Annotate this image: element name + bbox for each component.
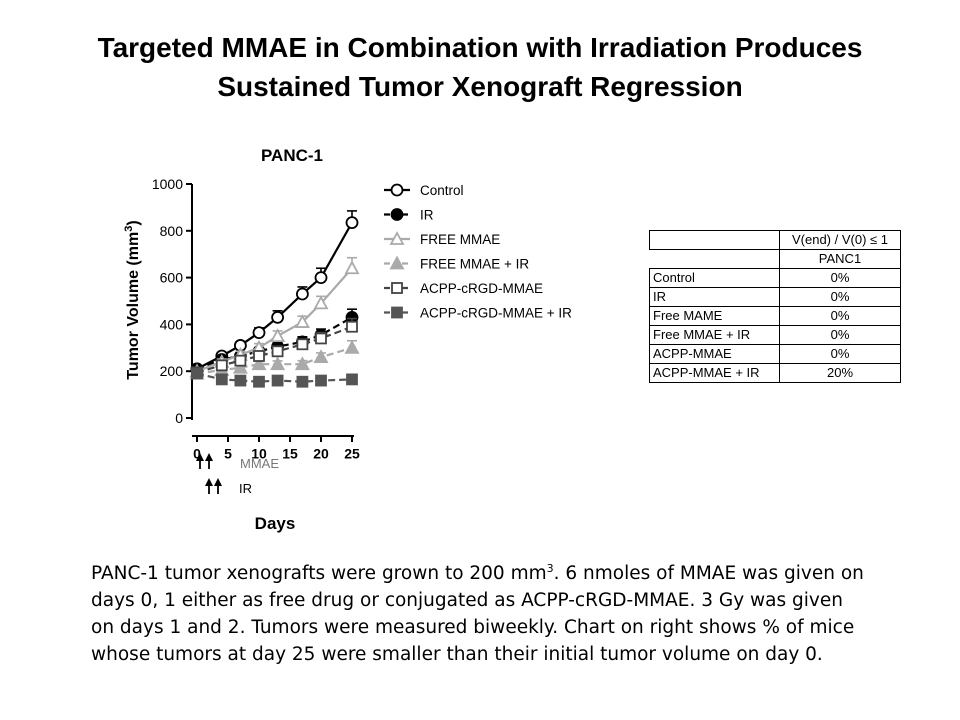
data-point xyxy=(251,356,267,371)
data-point xyxy=(294,314,310,328)
legend-marker xyxy=(389,255,405,270)
legend-marker xyxy=(389,231,405,245)
series-3 xyxy=(189,339,360,380)
table-header-row: V(end) / V(0) ≤ 1 xyxy=(649,230,901,250)
data-point xyxy=(315,374,327,387)
data-point xyxy=(345,216,359,230)
data-point xyxy=(313,349,329,364)
data-point xyxy=(344,260,360,275)
table-corner-cell xyxy=(649,230,780,250)
y-tick-label: 0 xyxy=(175,410,183,426)
regression-table: V(end) / V(0) ≤ 1 PANC1 Control 0% IR 0% Fre… xyxy=(649,230,901,383)
table-header: V(end) / V(0) ≤ 1 xyxy=(779,230,901,250)
ir-annotation-label: IR xyxy=(239,481,252,496)
legend-marker xyxy=(390,208,404,221)
legend-entry: FREE MMAE + IR xyxy=(420,257,529,272)
data-point xyxy=(191,367,203,380)
table-row-value: 0% xyxy=(779,344,901,364)
slide-title: Targeted MMAE in Combination with Irradi… xyxy=(0,28,960,106)
data-point xyxy=(215,373,228,386)
x-tick-label: 10 xyxy=(251,445,267,461)
data-point xyxy=(232,359,248,374)
y-tick-label: 400 xyxy=(160,316,184,332)
data-point xyxy=(313,295,329,310)
y-axis-label: Tumor Volume (mm3) xyxy=(123,220,142,379)
x-tick-label: 15 xyxy=(282,445,298,461)
chart-title: PANC-1 xyxy=(261,146,323,165)
y-tick-label: 200 xyxy=(160,363,184,379)
data-point xyxy=(234,354,247,367)
table-row-label: Control xyxy=(649,268,780,288)
data-point xyxy=(296,375,309,388)
x-tick-label: 20 xyxy=(313,445,329,461)
table-row: ACPP-MMAE 0% xyxy=(649,344,901,364)
table-subheader-row: PANC1 xyxy=(649,249,901,269)
data-point xyxy=(252,326,266,339)
table-row: ACPP-MMAE + IR 20% xyxy=(649,363,901,383)
ir-arrow-head xyxy=(214,478,222,486)
legend-entry: IR xyxy=(420,208,434,223)
data-point xyxy=(271,374,284,387)
table-row: Free MAME 0% xyxy=(649,306,901,326)
data-point xyxy=(346,373,358,386)
x-axis-label: Days xyxy=(255,514,296,533)
slide-title-line-1: Targeted MMAE in Combination with Irradi… xyxy=(97,32,863,63)
data-point xyxy=(234,374,247,387)
data-point xyxy=(314,271,328,285)
caption-part-1: PANC-1 tumor xenografts were grown to 20… xyxy=(91,563,547,584)
data-point xyxy=(215,359,228,372)
table-row: Free MMAE + IR 0% xyxy=(649,325,901,345)
x-tick-label: 5 xyxy=(224,445,232,461)
table-row-value: 0% xyxy=(779,268,901,288)
ir-arrow-head xyxy=(205,478,213,486)
data-point xyxy=(295,287,309,301)
table-row: IR 0% xyxy=(649,287,901,307)
caption-superscript: 3 xyxy=(546,561,554,575)
data-point xyxy=(270,328,286,343)
x-tick-label: 0 xyxy=(193,445,201,461)
table-row-label: ACPP-MMAE xyxy=(649,344,780,364)
slide-title-line-2: Sustained Tumor Xenograft Regression xyxy=(217,71,743,102)
table-row-value: 0% xyxy=(779,325,901,345)
mmae-annotation-label: MMAE xyxy=(240,456,279,471)
data-point xyxy=(271,345,284,358)
legend-entry: FREE MMAE xyxy=(420,232,500,247)
table-row-label: IR xyxy=(649,287,780,307)
table-row-value: 0% xyxy=(779,287,901,307)
data-point xyxy=(344,339,360,354)
y-tick-label: 1000 xyxy=(152,176,183,192)
legend-marker xyxy=(391,282,403,294)
table-row-value: 0% xyxy=(779,306,901,326)
y-tick-label: 600 xyxy=(160,270,184,286)
mmae-arrow-head xyxy=(205,453,213,461)
table-row-label: Free MMAE + IR xyxy=(649,325,780,345)
data-point xyxy=(253,375,265,388)
x-tick-label: 25 xyxy=(344,445,360,461)
legend-marker xyxy=(391,306,403,319)
legend-entry: ACPP-cRGD-MMAE xyxy=(420,281,543,296)
data-point xyxy=(271,310,285,324)
data-point xyxy=(315,332,327,345)
legend-entry: ACPP-cRGD-MMAE + IR xyxy=(420,306,572,321)
data-point xyxy=(346,320,358,333)
legend-entry: Control xyxy=(420,183,464,198)
table-row-value: 20% xyxy=(779,363,901,383)
caption-part-2: . 6 nmoles of MMAE was given on days 0, … xyxy=(91,563,864,665)
caption-text: PANC-1 tumor xenografts were grown to 20… xyxy=(91,560,871,668)
table-subheader: PANC1 xyxy=(779,249,901,269)
y-tick-label: 800 xyxy=(160,223,184,239)
table-row-label: ACPP-MMAE + IR xyxy=(649,363,780,383)
data-point xyxy=(294,356,310,371)
data-point xyxy=(296,338,309,351)
legend-marker xyxy=(390,183,404,197)
mmae-arrow-head xyxy=(196,453,204,461)
table-row: Control 0% xyxy=(649,268,901,288)
table-row-label: Free MAME xyxy=(649,306,780,326)
series-5 xyxy=(191,367,358,388)
data-point xyxy=(270,356,286,371)
table-corner-cell-2 xyxy=(649,249,780,269)
data-point xyxy=(253,350,265,362)
